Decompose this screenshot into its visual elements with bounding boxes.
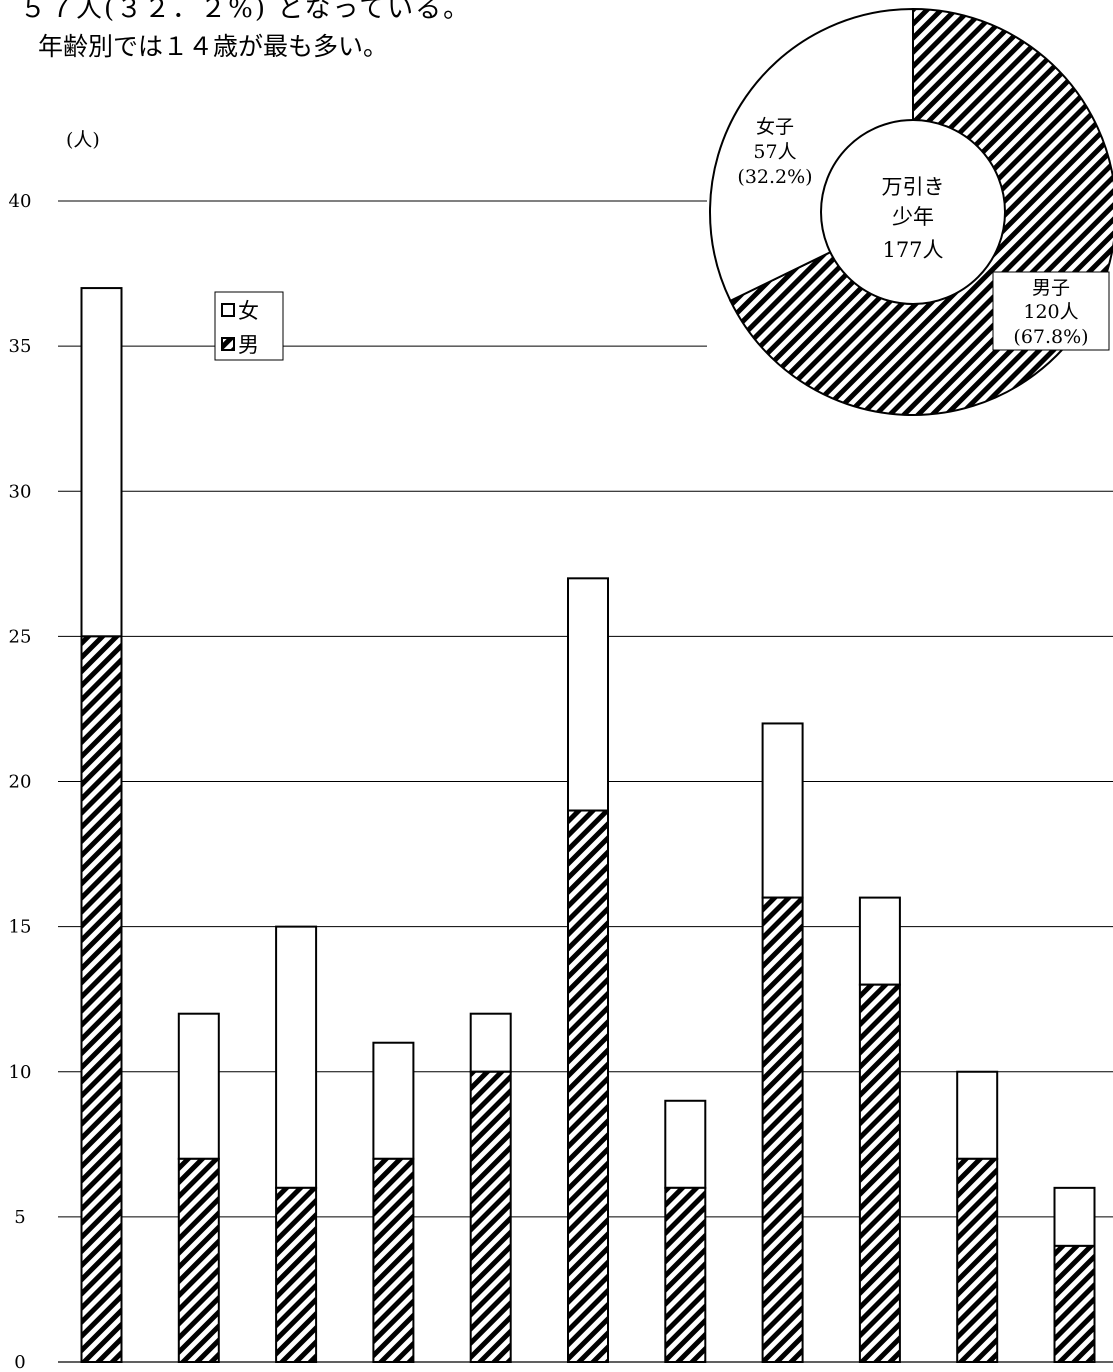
- donut-center: [820, 119, 1006, 305]
- donut-center-line-1: 万引き: [882, 175, 945, 199]
- female-slice-count: 57人: [753, 141, 796, 163]
- bar-female-6: [567, 577, 609, 812]
- bar-female-2: [177, 1012, 220, 1160]
- donut-chart: 万引き 少年 177人 男子 120人 (67.8%) 女子 57人 (32.2…: [709, 7, 1113, 416]
- female-slice-percent: (32.2%): [737, 166, 812, 188]
- male-slice-label: 男子: [1032, 277, 1070, 299]
- legend-swatch-male: [221, 337, 235, 351]
- legend-swatch-female: [221, 303, 235, 317]
- bar-male-5: [469, 1070, 512, 1363]
- y-axis-label: (人): [66, 129, 100, 151]
- bar-male-1: [80, 635, 123, 1363]
- donut-center-line-3: 177人: [882, 238, 943, 262]
- intro-text-line-2: 年齢別では１４歳が最も多い。: [38, 32, 389, 61]
- bar-female-4: [372, 1041, 415, 1160]
- y-tick-30: 30: [9, 481, 32, 502]
- bar-male-3: [275, 1186, 318, 1363]
- y-tick-20: 20: [9, 772, 32, 793]
- y-tick-35: 35: [9, 336, 32, 357]
- bar-male-2: [177, 1157, 220, 1363]
- bar-female-5: [469, 1012, 512, 1073]
- legend-label-female: 女: [238, 299, 259, 323]
- bar-female-11: [1053, 1186, 1096, 1247]
- intro-text-line-1: ５７人(３２．２%) となっている。: [20, 0, 472, 24]
- y-tick-10: 10: [9, 1062, 32, 1083]
- y-tick-25: 25: [9, 626, 32, 647]
- bar-female-7: [664, 1099, 707, 1189]
- y-tick-0: 0: [14, 1352, 25, 1372]
- bar-male-4: [372, 1157, 415, 1363]
- y-tick-40: 40: [9, 191, 32, 212]
- bar-female-9: [858, 896, 901, 986]
- bar-male-8: [761, 896, 804, 1363]
- donut-center-line-2: 少年: [892, 205, 934, 229]
- male-slice-label-box: [992, 271, 1110, 351]
- bar-female-8: [761, 722, 804, 899]
- bar-female-10: [956, 1070, 999, 1160]
- y-tick-5: 5: [14, 1207, 25, 1228]
- female-slice-label: 女子: [756, 116, 794, 138]
- bar-male-7: [664, 1186, 707, 1363]
- y-axis-tick-labels: 0 5 10 15 20 25 30 35 40: [9, 191, 32, 1372]
- bar-female-3: [275, 925, 318, 1189]
- bar-male-6: [567, 809, 609, 1363]
- bar-male-9: [858, 983, 901, 1363]
- bars: [80, 287, 1096, 1364]
- male-slice-count: 120人: [1023, 301, 1078, 323]
- legend: 女 男: [214, 291, 284, 361]
- legend-label-male: 男: [238, 333, 259, 357]
- bar-female-1: [80, 287, 123, 638]
- y-tick-15: 15: [9, 917, 32, 938]
- male-slice-percent: (67.8%): [1013, 326, 1088, 348]
- bar-male-11: [1053, 1244, 1096, 1364]
- bar-male-10: [956, 1157, 999, 1363]
